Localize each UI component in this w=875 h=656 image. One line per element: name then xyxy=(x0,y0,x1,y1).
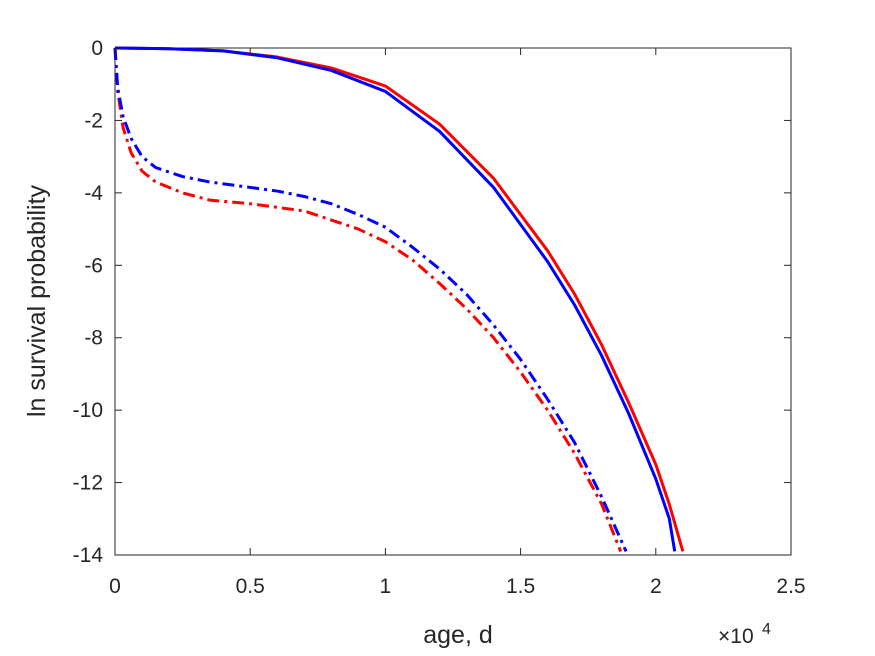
y-tick-label: -8 xyxy=(84,327,103,350)
plot-area xyxy=(114,47,792,556)
y-axis-label: ln survival probability xyxy=(23,184,51,417)
series-line-3 xyxy=(113,47,623,552)
series-lines xyxy=(113,46,685,552)
y-tick-label: -6 xyxy=(84,254,103,277)
x-axis-multiplier-exponent: 4 xyxy=(762,621,771,638)
x-tick-label: 2 xyxy=(650,575,662,598)
y-tick-label: -4 xyxy=(84,182,103,205)
y-axis-ticks: 0 -2 -4 -6 -8 -10 -12 -14 xyxy=(73,37,791,567)
series-line-2 xyxy=(114,46,677,552)
x-tick-label: 0.5 xyxy=(236,575,265,598)
y-tick-label: 0 xyxy=(91,37,103,60)
x-axis-label: age, d xyxy=(423,621,493,649)
x-tick-label: 1.5 xyxy=(506,575,535,598)
x-axis-ticks: 0 0.5 1 1.5 2 2.5 xyxy=(109,48,806,598)
series-line-4 xyxy=(113,47,628,552)
x-tick-label: 1 xyxy=(380,575,392,598)
x-tick-label: 2.5 xyxy=(776,575,805,598)
y-tick-label: -10 xyxy=(73,399,103,422)
x-axis-multiplier: ×10 xyxy=(718,625,754,648)
y-tick-label: -14 xyxy=(73,544,104,567)
y-tick-label: -12 xyxy=(73,472,103,495)
x-tick-label: 0 xyxy=(109,575,121,598)
y-tick-label: -2 xyxy=(84,109,103,132)
